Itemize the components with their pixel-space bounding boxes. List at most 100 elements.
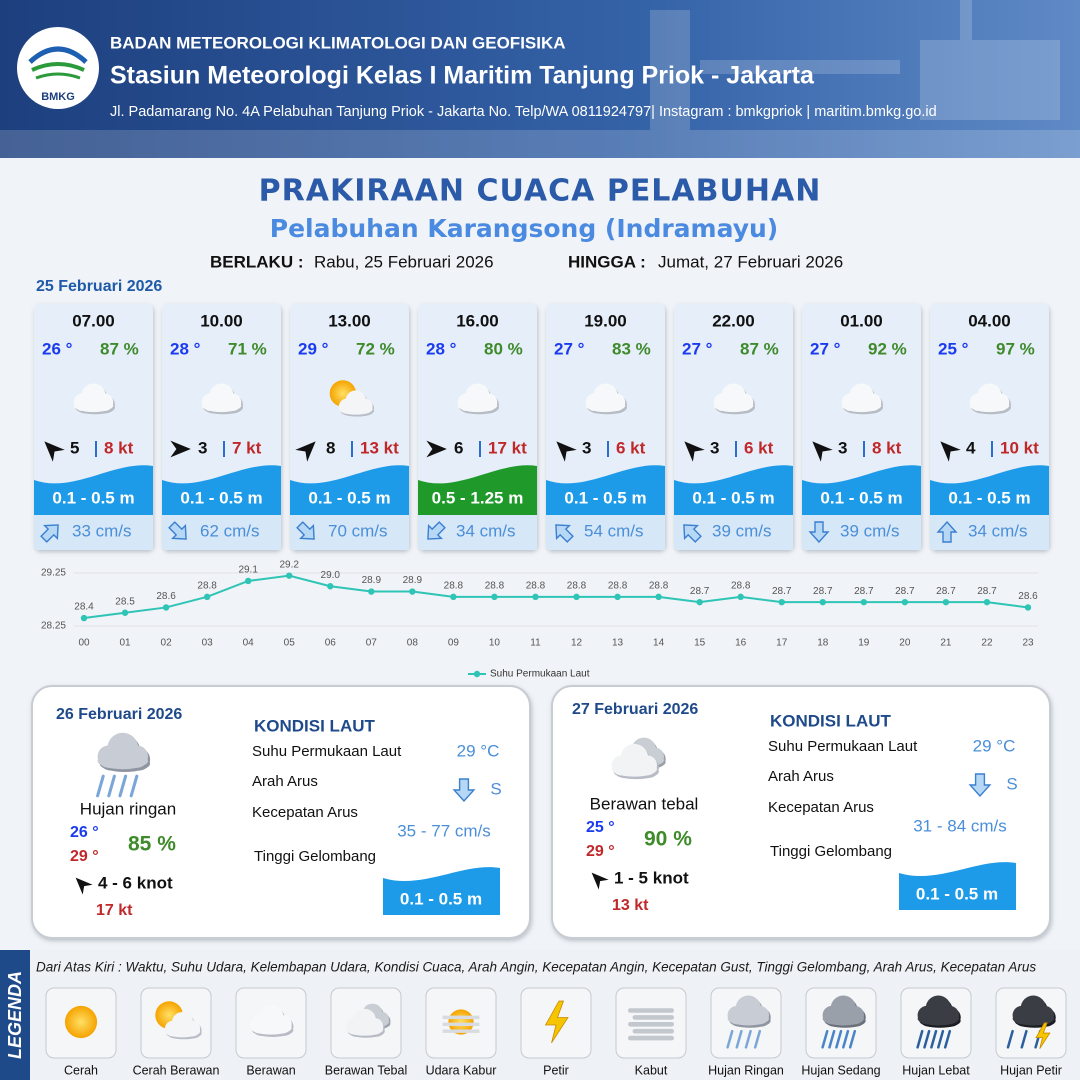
x-tick-label: 19	[858, 638, 870, 649]
wave-label: Tinggi Gelombang	[254, 848, 376, 865]
current-speed-label: Kecepatan Arus	[768, 799, 874, 816]
sst-point	[80, 614, 88, 622]
gust-speed: 17 kt	[96, 902, 133, 919]
wind-speed: 4	[966, 438, 976, 457]
legend-label: Hujan Sedang	[801, 1063, 880, 1077]
wind-arrow	[426, 440, 447, 458]
x-tick-label: 01	[119, 638, 131, 649]
legend-label: Hujan Ringan	[708, 1063, 784, 1077]
legend-label: Kabut	[635, 1063, 668, 1077]
value-label: 28.7	[854, 586, 874, 597]
gust-speed: 17 kt	[488, 438, 527, 457]
current-speed: 54 cm/s	[584, 521, 644, 540]
rain-drop	[118, 774, 128, 798]
rain-drop	[835, 1029, 843, 1049]
temp-min: 26 °	[70, 824, 99, 841]
current-arrow	[452, 778, 476, 803]
logo-circle	[17, 27, 99, 109]
current-arrow	[168, 521, 187, 540]
air-temp: 27 °	[682, 339, 713, 358]
sst-point	[737, 593, 744, 601]
x-tick-label: 22	[981, 638, 993, 649]
legend-label: Hujan Petir	[1000, 1063, 1062, 1077]
sst-point	[491, 593, 498, 601]
header-bg	[0, 0, 1080, 158]
station-name: Stasiun Meteorologi Kelas I Maritim Tanj…	[110, 62, 815, 90]
current-arrow	[808, 521, 830, 544]
cloud-part	[457, 398, 498, 413]
legend-label: Berawan	[246, 1063, 295, 1077]
legend-item: Cerah Berawan	[133, 987, 219, 1077]
time: 04.00	[968, 311, 1011, 330]
x-tick-label: 20	[899, 638, 911, 649]
condition: Hujan ringan	[80, 799, 176, 818]
sst-point	[532, 593, 539, 601]
legend-label: Suhu Permukaan Laut	[490, 669, 590, 680]
current-speed: 62 cm/s	[200, 521, 260, 540]
current-speed: 39 cm/s	[840, 521, 900, 540]
wave-height: 0.1 - 0.5 m	[948, 488, 1030, 507]
humidity: 83 %	[612, 339, 651, 358]
current-speed: 34 cm/s	[456, 521, 516, 540]
temp-min: 25 °	[586, 819, 615, 836]
cloud-part	[73, 398, 114, 413]
air-temp: 28 °	[170, 339, 201, 358]
humidity: 92 %	[868, 339, 907, 358]
x-tick-label: 09	[448, 638, 460, 649]
gust-speed: 13 kt	[612, 897, 649, 914]
rain-drop	[943, 1029, 952, 1049]
wave-shape	[674, 465, 793, 515]
logo-mark	[28, 46, 88, 80]
sst-point	[614, 593, 621, 601]
legend-description: Dari Atas Kiri : Waktu, Suhu Udara, Kele…	[36, 960, 1036, 975]
cloud-part	[201, 398, 242, 413]
sst-point	[244, 577, 252, 585]
value-label: 28.9	[362, 575, 382, 586]
x-tick-label: 21	[940, 638, 952, 649]
humidity: 97 %	[996, 339, 1035, 358]
x-tick-label: 05	[284, 638, 296, 649]
forecast-cards: 07.00 26 ° 87 % 5 8 kt 0.1 - 0.5 m 33 cm/s 10.0…	[34, 304, 1049, 550]
cloud-part	[841, 398, 882, 413]
time: 07.00	[72, 311, 115, 330]
sst-point	[860, 598, 868, 606]
humidity: 80 %	[484, 339, 523, 358]
value-label: 29.1	[238, 565, 258, 576]
wave-height: 0.1 - 0.5 m	[308, 488, 390, 507]
outlook-day: 27 Februari 2026 Berawan tebal 25 ° 29 ° 90 …	[572, 701, 1018, 914]
day1-date: 25 Februari 2026	[36, 278, 162, 295]
forecast-card: 22.00 27 ° 87 % 3 6 kt 0.1 - 0.5 m 39 cm/s	[674, 304, 793, 550]
air-temp: 27 °	[554, 339, 585, 358]
value-label: 28.8	[567, 580, 587, 591]
x-tick-label: 16	[735, 638, 747, 649]
humidity: 72 %	[356, 339, 395, 358]
sst-point	[450, 593, 457, 601]
y-tick-label: 29.25	[41, 568, 66, 579]
value-label: 28.4	[74, 602, 94, 613]
value-label: 28.8	[485, 580, 505, 591]
wind-speed: 8	[326, 438, 335, 457]
current-dir-label: Arah Arus	[768, 768, 834, 785]
x-tick-label: 07	[366, 638, 378, 649]
legend-label: Hujan Lebat	[902, 1063, 970, 1077]
current-arrow	[40, 524, 59, 543]
sst-point	[1024, 604, 1032, 611]
legend-label: Udara Kabur	[426, 1063, 497, 1077]
sst-point	[983, 598, 991, 606]
legend-swatch	[473, 670, 481, 678]
x-tick-label: 00	[78, 638, 90, 649]
valid-to-label: HINGGA :	[568, 252, 646, 271]
wind-speed: 3	[198, 438, 207, 457]
outlook: 26 Februari 2026 Hujan ringan 26 ° 29 ° 85 %…	[56, 701, 1018, 919]
air-temp: 28 °	[426, 339, 457, 358]
rain-drop	[930, 1029, 938, 1049]
value-label: 28.7	[813, 586, 833, 597]
value-label: 28.7	[690, 586, 710, 597]
gust-speed: 6 kt	[616, 438, 646, 457]
condition: Berawan tebal	[590, 794, 699, 813]
legend-item: Hujan Sedang	[801, 987, 881, 1077]
gust-speed: 6 kt	[744, 438, 774, 457]
gust-speed: 10 kt	[1000, 438, 1039, 457]
time: 10.00	[200, 311, 243, 330]
current-speed: 39 cm/s	[712, 521, 772, 540]
